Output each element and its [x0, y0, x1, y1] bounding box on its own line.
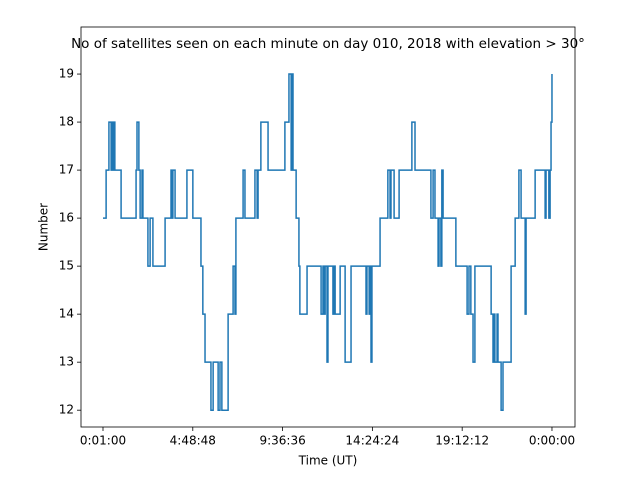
y-tick-label: 15 [59, 259, 74, 273]
y-tick-label: 14 [59, 307, 74, 321]
plot-frame [80, 26, 576, 428]
x-tick-label: 0:00:00 [529, 434, 575, 448]
y-tick-label: 19 [59, 67, 74, 81]
y-axis-label: Number [37, 203, 51, 251]
y-tick-label: 13 [59, 355, 74, 369]
series-line [102, 73, 553, 411]
x-tick-label: 19:12:12 [435, 434, 489, 448]
chart-title: No of satellites seen on each minute on … [71, 36, 585, 52]
x-tick-label: 9:36:36 [259, 434, 305, 448]
y-tick-label: 12 [59, 403, 74, 417]
x-axis-label: Time (UT) [298, 454, 358, 468]
x-tick-label: 4:48:48 [170, 434, 216, 448]
x-tick-label: 0:01:00 [80, 434, 126, 448]
x-tick-label: 14:24:24 [345, 434, 399, 448]
y-tick-label: 18 [59, 115, 74, 129]
y-tick-label: 17 [59, 163, 74, 177]
y-tick-label: 16 [59, 211, 74, 225]
